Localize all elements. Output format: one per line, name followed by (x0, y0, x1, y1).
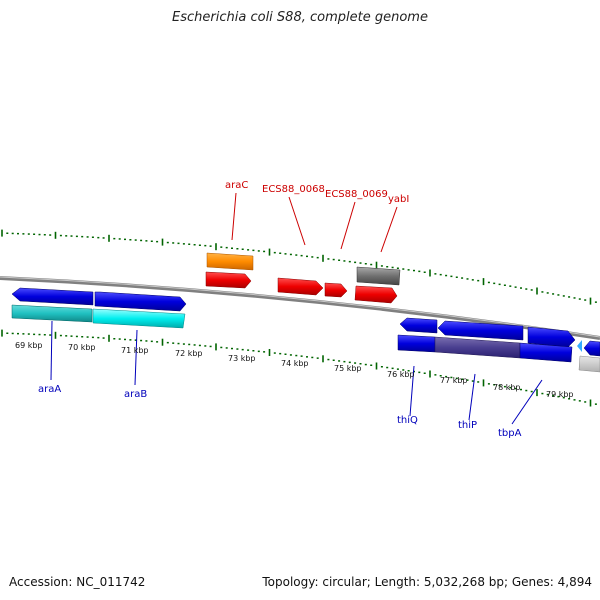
bottom-label-lines (50, 320, 543, 425)
gene-label-yabI[interactable]: yabI (388, 194, 409, 205)
gene-araC-feature[interactable] (206, 252, 254, 271)
gene-label-ECS88_0068[interactable]: ECS88_0068 (262, 184, 325, 195)
gene-yabI-feature-red[interactable] (354, 285, 398, 304)
gene-label-thiP[interactable]: thiP (458, 420, 477, 431)
gene-light-blue-arrow[interactable] (577, 340, 582, 352)
gene-blue-feature-a[interactable] (399, 317, 438, 334)
gene-blue-feature-c[interactable] (527, 326, 576, 348)
gene-light-gray-feature[interactable] (578, 355, 600, 373)
kbp-label: 75 kbp (334, 364, 362, 373)
gene-tbpA-feature[interactable] (519, 342, 573, 363)
gene-araB-feature[interactable] (94, 291, 187, 312)
bottom-gene-labels: araA araB thiQ thiP tbpA (38, 384, 522, 439)
kbp-label: 79 kbp (546, 390, 574, 399)
gene-yabI-feature-gray[interactable] (356, 266, 401, 286)
kbp-scale-labels: 69 kbp 70 kbp 71 kbp 72 kbp 73 kbp 74 kb… (15, 341, 574, 399)
outer-tick-ring (1, 229, 597, 305)
gene-label-ECS88_0069[interactable]: ECS88_0069 (325, 189, 388, 200)
kbp-label: 77 kbp (440, 376, 468, 385)
kbp-label: 74 kbp (281, 359, 309, 368)
forward-features (205, 252, 401, 304)
reverse-features (11, 287, 600, 373)
kbp-label: 73 kbp (228, 354, 256, 363)
map-title: Escherichia coli S88, complete genome (172, 10, 428, 25)
gene-label-tbpA[interactable]: tbpA (498, 428, 522, 439)
gene-label-araA[interactable]: araA (38, 384, 61, 395)
inner-tick-ring (1, 329, 597, 407)
gene-araA-feature[interactable] (11, 287, 94, 306)
top-gene-labels: araC ECS88_0068 ECS88_0069 yabI (225, 180, 409, 205)
gene-thiQ-feature[interactable] (397, 334, 436, 353)
gene-ECS88_0069-feature[interactable] (324, 282, 348, 298)
gene-blue-feature-b[interactable] (437, 320, 524, 341)
gene-blue-feature-d[interactable] (583, 340, 600, 357)
kbp-label: 71 kbp (121, 346, 149, 355)
gene-araB-lower-feature[interactable] (92, 308, 186, 329)
gene-araA-lower-feature[interactable] (11, 304, 93, 323)
gene-red-feature-1[interactable] (205, 271, 252, 289)
kbp-label: 69 kbp (15, 341, 43, 350)
gene-ECS88_0068-feature[interactable] (277, 277, 324, 296)
gene-thiP-feature[interactable] (434, 336, 521, 359)
kbp-label: 76 kbp (387, 370, 415, 379)
kbp-label: 78 kbp (493, 383, 521, 392)
accession-text: Accession: NC_011742 (9, 575, 146, 589)
gene-label-araB[interactable]: araB (124, 389, 147, 400)
gene-label-thiQ[interactable]: thiQ (397, 415, 418, 426)
top-label-lines (231, 192, 398, 253)
genome-stats-text: Topology: circular; Length: 5,032,268 bp… (262, 575, 592, 589)
gene-label-araC[interactable]: araC (225, 180, 248, 191)
kbp-label: 72 kbp (175, 349, 203, 358)
kbp-label: 70 kbp (68, 343, 96, 352)
